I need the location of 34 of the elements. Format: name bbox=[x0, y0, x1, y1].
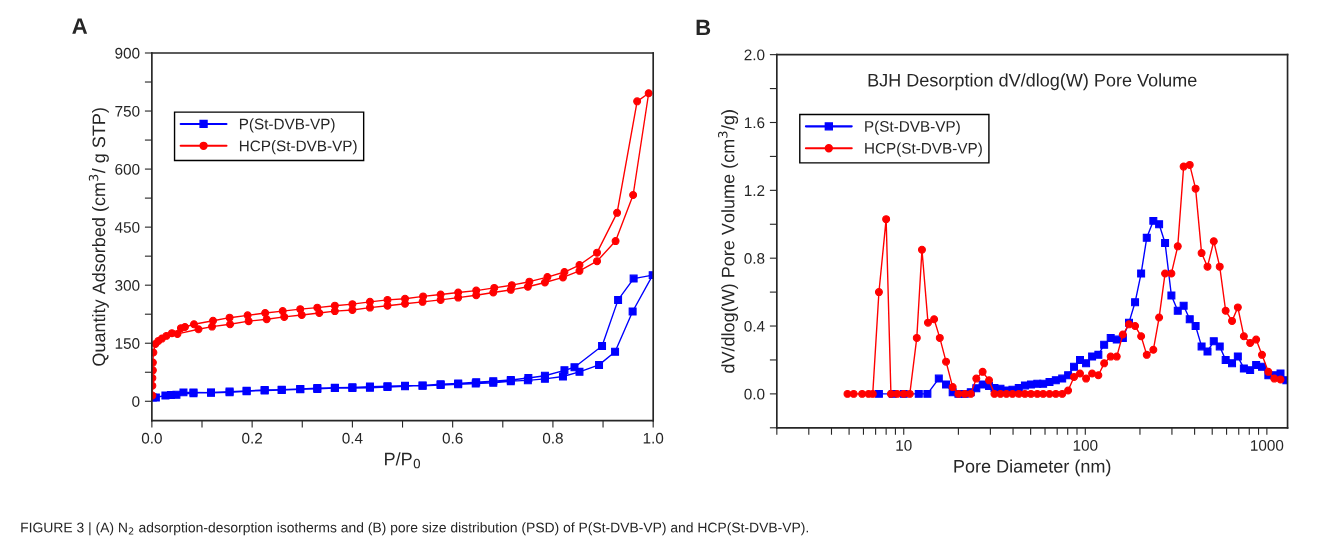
y-tick-label: 0 bbox=[132, 396, 140, 407]
legend-label: P(St-DVB-VP) bbox=[865, 120, 960, 135]
text: A bbox=[72, 18, 88, 34]
x-axis-title: P/P$_{0}$ bbox=[385, 452, 421, 469]
y-axis-title: Quantity Adsorbed (cm$^{3}$/ g STP) bbox=[88, 108, 109, 366]
y-tick-label: 450 bbox=[114, 222, 140, 233]
x-tick-label: 1.0 bbox=[643, 432, 664, 444]
y-tick-label: 150 bbox=[115, 338, 140, 349]
x-tick-label: 10 bbox=[896, 440, 912, 451]
x-tick-label: 0.4 bbox=[342, 432, 363, 444]
y-tick-label: 0.0 bbox=[744, 388, 765, 400]
y-tick-label: 0.4 bbox=[744, 320, 765, 332]
x-tick-label: 100 bbox=[1073, 440, 1098, 451]
text: B bbox=[696, 19, 711, 36]
caption: FIGURE 3 | (A) N$_{2}$ adsorption-desorption isotherms and (B) pore size distribution (PSD) of P(St-DVB-VP) and HCP(St-DVB-VP). bbox=[21, 522, 808, 536]
y-tick-label: 1.2 bbox=[744, 185, 765, 196]
x-tick-label: 1000 bbox=[1251, 440, 1284, 451]
y-tick-label: 750 bbox=[115, 105, 140, 117]
x-axis-title: Pore Diameter (nm) bbox=[954, 459, 1111, 477]
x-tick-label: 0.8 bbox=[542, 432, 563, 444]
y-tick-label: 0.8 bbox=[744, 253, 765, 264]
legend-label: HCP(St-DVB-VP) bbox=[239, 140, 357, 155]
x-tick-label: 0.2 bbox=[242, 432, 262, 444]
x-tick-label: 0.0 bbox=[141, 432, 162, 444]
y-axis-title: dV/dlog(W) Pore Volume (cm$^{3}$/g) bbox=[718, 110, 739, 373]
text: BJH Desorption dV/dlog(W) Pore Volume bbox=[868, 73, 1197, 91]
y-tick-label: 300 bbox=[115, 280, 140, 291]
y-tick-label: 900 bbox=[115, 47, 140, 59]
x-tick-label: 0.6 bbox=[442, 432, 463, 444]
y-tick-label: 1.6 bbox=[744, 117, 765, 129]
y-tick-label: 2.0 bbox=[744, 49, 765, 61]
y-tick-label: 600 bbox=[115, 163, 140, 175]
legend-label: P(St-DVB-VP) bbox=[239, 118, 335, 133]
legend-label: HCP(St-DVB-VP) bbox=[865, 142, 982, 157]
